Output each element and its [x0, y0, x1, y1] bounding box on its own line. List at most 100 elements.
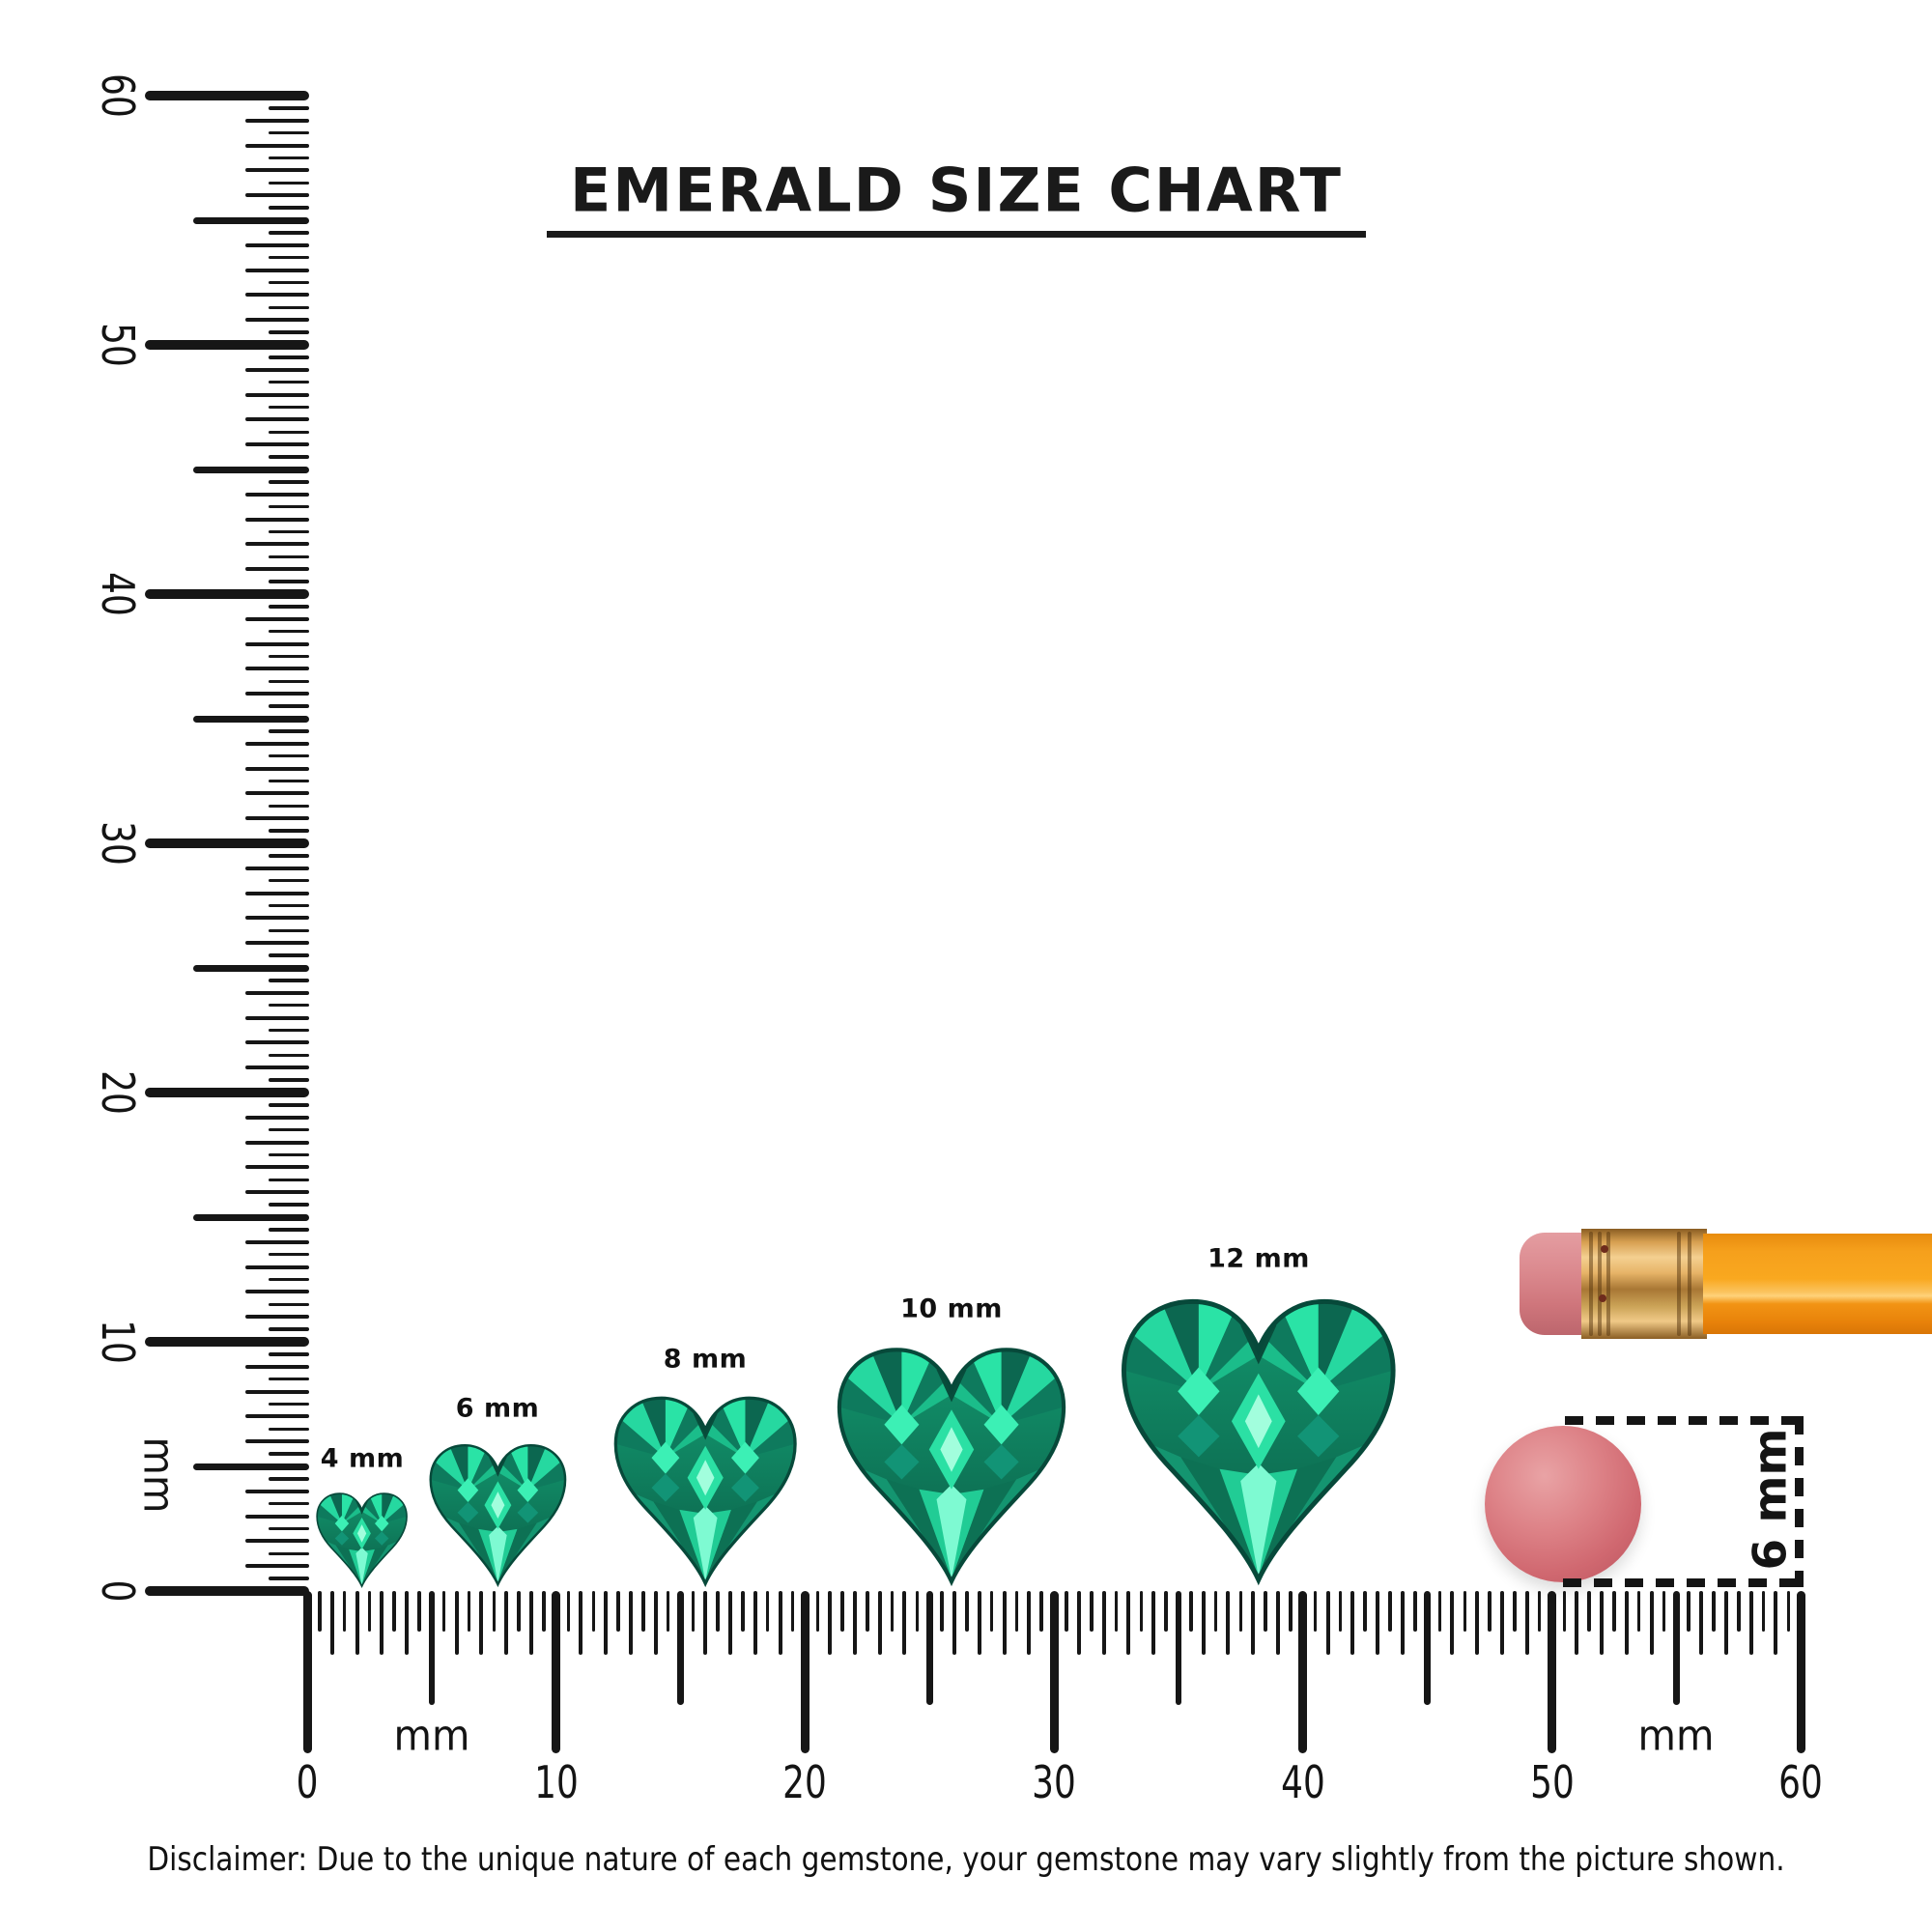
ruler-tick — [245, 816, 309, 821]
ruler-tick — [193, 466, 309, 473]
ruler-tick — [1437, 1591, 1442, 1632]
ruler-tick — [145, 1088, 309, 1097]
ruler-tick — [245, 941, 309, 946]
ruler-tick — [1276, 1591, 1281, 1655]
ruler-tick — [989, 1591, 994, 1632]
ruler-tick — [1723, 1591, 1728, 1655]
ruler-tick — [1325, 1591, 1330, 1655]
eraser-diameter-label: 6 mm — [1744, 1428, 1798, 1571]
ruler-tick — [245, 367, 309, 372]
ruler-tick — [977, 1591, 981, 1655]
ruler-tick — [1737, 1591, 1741, 1632]
ruler-tick — [1251, 1591, 1256, 1655]
ruler-tick — [269, 704, 309, 708]
ruler-tick — [1575, 1591, 1579, 1655]
ruler-tick — [245, 1065, 309, 1070]
ruler-tick — [1090, 1591, 1094, 1632]
ruler-tick — [245, 1140, 309, 1145]
ferrule-crimp — [1688, 1232, 1691, 1336]
ruler-tick — [1649, 1591, 1654, 1655]
ruler-tick — [1226, 1591, 1231, 1655]
round-eraser-icon — [1485, 1426, 1641, 1582]
ruler-tick — [1761, 1591, 1766, 1632]
ruler-tick — [1350, 1591, 1355, 1655]
ruler-tick — [1796, 1591, 1805, 1753]
ruler-tick — [1201, 1591, 1206, 1655]
ruler-tick — [245, 1015, 309, 1020]
ruler-tick — [604, 1591, 609, 1655]
ruler-tick — [302, 1591, 312, 1753]
ruler-tick — [405, 1591, 410, 1655]
ruler-tick — [902, 1591, 907, 1655]
gem-size-label: 4 mm — [320, 1443, 405, 1474]
ruler-tick — [269, 854, 309, 858]
ruler-tick — [193, 216, 309, 224]
ruler-tick — [828, 1591, 833, 1655]
ruler-tick — [840, 1591, 844, 1632]
ruler-tick — [245, 318, 309, 323]
gem-heart-8mm — [606, 1390, 805, 1589]
ruler-tick — [1687, 1591, 1690, 1632]
ruler-tick — [269, 1277, 309, 1282]
ruler-tick — [952, 1591, 957, 1655]
ruler-tick — [1488, 1591, 1492, 1632]
ruler-tick — [492, 1591, 497, 1632]
ruler-tick — [1424, 1591, 1431, 1705]
ruler-tick — [245, 1364, 309, 1369]
ruler-tick — [342, 1591, 347, 1632]
ruler-tick — [245, 990, 309, 995]
ferrule-crimp — [1677, 1232, 1681, 1336]
ruler-tick — [269, 1103, 309, 1107]
ruler-tick — [1213, 1591, 1218, 1632]
ruler-tick — [269, 181, 309, 185]
ruler-tick-label: 40 — [92, 572, 144, 616]
ruler-tick — [245, 1414, 309, 1419]
ruler-tick — [915, 1591, 920, 1632]
ruler-tick — [245, 168, 309, 173]
ruler-tick — [269, 1402, 309, 1406]
pencil-eraser-icon — [1520, 1233, 1589, 1335]
ruler-tick-label: 50 — [92, 323, 144, 367]
ruler-tick — [193, 715, 309, 723]
ruler-tick — [245, 667, 309, 671]
ruler-tick — [269, 554, 309, 559]
vertical-ruler-unit-label: mm — [133, 1436, 184, 1514]
ruler-tick — [245, 1190, 309, 1195]
ruler-tick — [441, 1591, 446, 1632]
ruler-tick-label: 60 — [92, 73, 144, 118]
ruler-tick — [245, 118, 309, 123]
ruler-tick — [1748, 1591, 1753, 1655]
ruler-tick — [245, 242, 309, 247]
ruler-tick — [1562, 1591, 1567, 1632]
ruler-tick-label: 40 — [1280, 1756, 1325, 1808]
ruler-tick — [1612, 1591, 1616, 1632]
ruler-tick — [1363, 1591, 1367, 1632]
ruler-tick-label: 30 — [1032, 1756, 1076, 1808]
ruler-tick — [269, 130, 309, 135]
ruler-tick — [355, 1591, 359, 1655]
ruler-tick — [145, 340, 309, 350]
ruler-tick — [653, 1591, 658, 1655]
gem-heart-10mm — [827, 1340, 1076, 1589]
ruler-tick — [245, 741, 309, 746]
ruler-tick — [940, 1591, 944, 1632]
ruler-tick — [616, 1591, 620, 1632]
ruler-tick — [1513, 1591, 1517, 1632]
ruler-tick — [1298, 1591, 1308, 1753]
ruler-tick — [1101, 1591, 1106, 1655]
ruler-tick — [380, 1591, 384, 1655]
ruler-tick — [1662, 1591, 1666, 1632]
ruler-tick — [1636, 1591, 1641, 1632]
page-title: EMERALD SIZE CHART — [570, 155, 1343, 226]
ruler-tick — [245, 442, 309, 447]
ruler-tick — [504, 1591, 509, 1655]
ruler-tick — [579, 1591, 583, 1655]
ruler-tick — [145, 838, 309, 848]
gem-heart-6mm — [423, 1439, 573, 1589]
ruler-tick — [1126, 1591, 1131, 1655]
ruler-tick — [367, 1591, 372, 1632]
ruler-tick — [245, 1290, 309, 1294]
ruler-tick — [245, 1439, 309, 1444]
ruler-tick — [245, 1239, 309, 1244]
ruler-tick — [716, 1591, 720, 1632]
